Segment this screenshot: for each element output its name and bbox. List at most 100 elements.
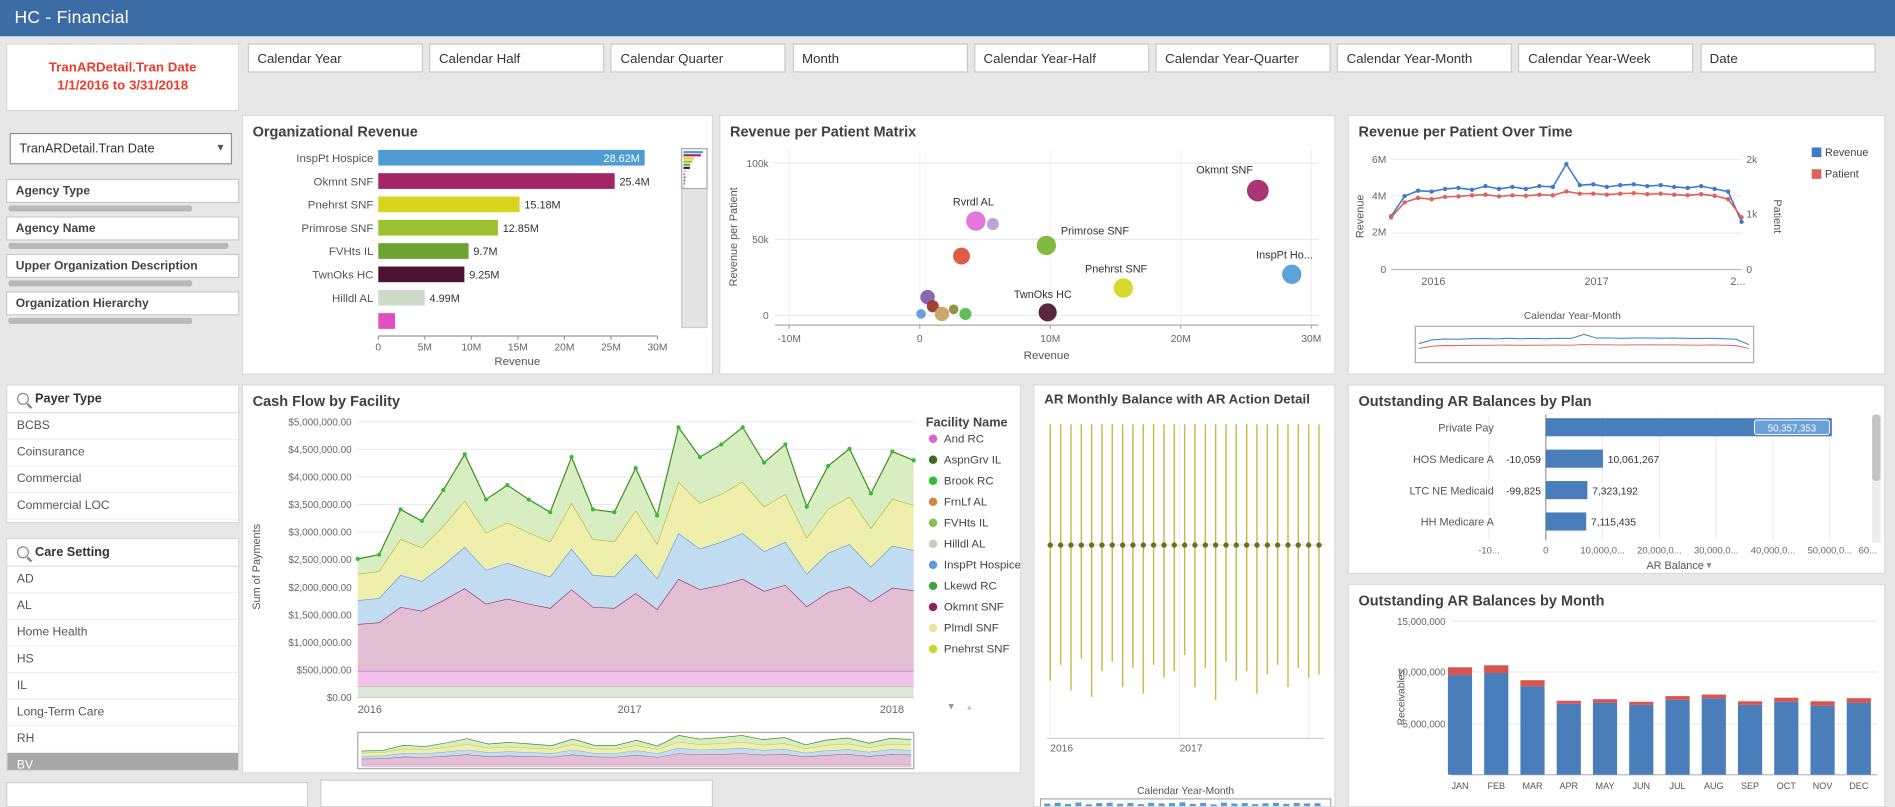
legend-swatch-aspngrv-il[interactable]	[928, 455, 938, 464]
patient-point[interactable]	[1388, 215, 1394, 220]
balance-dot[interactable]	[1182, 542, 1188, 548]
patient-point[interactable]	[1415, 195, 1421, 201]
balance-dot[interactable]	[1233, 542, 1239, 548]
revenue-point[interactable]	[1402, 193, 1407, 199]
bar-top-sep[interactable]	[1737, 701, 1763, 705]
sidebar-filter-upper-organization-description[interactable]: Upper Organization Description	[6, 253, 240, 287]
patient-point[interactable]	[1725, 197, 1731, 202]
legend-swatch-revenue[interactable]	[1811, 147, 1822, 158]
bar-jul[interactable]	[1665, 699, 1690, 775]
scatter-point-item[interactable]	[916, 309, 926, 319]
balance-dot[interactable]	[1099, 542, 1105, 548]
balance-dot[interactable]	[1254, 542, 1260, 548]
list-item-ad[interactable]: AD	[7, 567, 239, 594]
bar-may[interactable]	[1592, 702, 1618, 775]
patient-point[interactable]	[1591, 191, 1596, 196]
bar-pnehrst-snf[interactable]	[378, 196, 520, 213]
patient-point[interactable]	[1685, 193, 1690, 198]
horizontal-scrollbar[interactable]	[8, 242, 229, 249]
vertical-scrollbar-thumb[interactable]	[1872, 414, 1881, 482]
time-scrubber[interactable]	[1040, 798, 1332, 807]
balance-dot[interactable]	[1047, 542, 1053, 548]
patient-point[interactable]	[1469, 193, 1475, 198]
bar-hos-medicare-a[interactable]	[1545, 449, 1603, 468]
patient-point[interactable]	[1402, 200, 1407, 205]
bar-top-jul[interactable]	[1665, 696, 1690, 700]
bar-fvhts-il[interactable]	[378, 243, 469, 259]
filter-field-date[interactable]: Date	[1700, 43, 1876, 73]
revenue-point[interactable]	[1698, 183, 1704, 189]
filter-field-calendar-quarter[interactable]: Calendar Quarter	[610, 43, 787, 73]
revenue-point[interactable]	[1658, 182, 1663, 188]
area-hilldl-al[interactable]	[357, 686, 914, 698]
balance-dot[interactable]	[1120, 542, 1126, 548]
area-and-rc[interactable]	[361, 764, 912, 767]
date-field-dropdown[interactable]: TranARDetail.Tran Date ▾	[9, 132, 233, 165]
patient-point[interactable]	[1645, 192, 1650, 197]
bar-jan[interactable]	[1447, 675, 1473, 775]
bar-oct[interactable]	[1774, 701, 1799, 775]
revenue-point[interactable]	[1672, 184, 1677, 190]
horizontal-scrollbar[interactable]	[8, 280, 193, 287]
area-pnehrst-snf[interactable]	[357, 481, 914, 601]
bar-twnoks-hc[interactable]	[378, 266, 465, 283]
bar-top-oct[interactable]	[1774, 697, 1799, 702]
bar-primrose-snf[interactable]	[378, 219, 498, 236]
bar-top-dec[interactable]	[1846, 698, 1871, 703]
bar-jun[interactable]	[1629, 704, 1654, 775]
patient-point[interactable]	[1523, 193, 1529, 198]
balance-dot[interactable]	[1109, 542, 1115, 548]
balance-dot[interactable]	[1212, 542, 1219, 548]
horizontal-scrollbar[interactable]	[8, 317, 193, 324]
patient-point[interactable]	[1712, 193, 1717, 198]
list-item-rh[interactable]: RH	[7, 726, 239, 753]
patient-point[interactable]	[1496, 194, 1502, 199]
list-item-commercial-loc[interactable]: Commercial LOC	[7, 493, 239, 520]
list-item-commercial[interactable]: Commercial	[7, 467, 239, 494]
balance-dot[interactable]	[1088, 542, 1095, 548]
balance-dot[interactable]	[1274, 542, 1281, 548]
scatter-point-insppt-ho[interactable]	[1282, 264, 1302, 284]
balance-dot[interactable]	[1285, 542, 1291, 548]
patient-point[interactable]	[1698, 192, 1704, 197]
area-insppt-hospice[interactable]	[357, 533, 914, 625]
date-filter-summary[interactable]: TranARDetail.Tran Date 1/1/2016 to 3/31/…	[6, 43, 240, 112]
legend-swatch-insppt-hospice[interactable]	[928, 560, 938, 570]
bottom-filter-panel-2[interactable]	[320, 779, 714, 807]
revenue-point[interactable]	[1415, 188, 1421, 193]
revenue-point[interactable]	[1469, 187, 1475, 192]
patient-point[interactable]	[1483, 192, 1488, 197]
legend-swatch-plmdl-snf[interactable]	[928, 623, 938, 633]
patient-point[interactable]	[1429, 197, 1434, 202]
list-item-long-term-care[interactable]: Long-Term Care	[7, 700, 239, 727]
balance-dot[interactable]	[1316, 542, 1322, 548]
patient-point[interactable]	[1537, 192, 1542, 197]
balance-dot[interactable]	[1140, 542, 1146, 548]
bar-sep[interactable]	[1737, 704, 1763, 775]
scatter-point-twnoks-hc[interactable]	[1038, 303, 1057, 322]
bar-top-nov[interactable]	[1810, 701, 1835, 706]
scatter-point-item[interactable]	[934, 306, 950, 322]
bar-dec[interactable]	[1846, 702, 1871, 775]
revenue-point[interactable]	[1618, 182, 1623, 188]
bar-ltc-ne-medicaid[interactable]	[1545, 481, 1588, 500]
bar-hh-medicare-a[interactable]	[1545, 512, 1587, 531]
filter-field-calendar-year-month[interactable]: Calendar Year-Month	[1336, 43, 1513, 73]
bar-bar-7[interactable]	[378, 313, 396, 329]
area-okmnt-snf[interactable]	[357, 578, 914, 671]
scatter-point-item[interactable]	[953, 247, 970, 265]
area-and-rc[interactable]	[357, 670, 914, 687]
area-insppt-hospice[interactable]	[361, 748, 912, 759]
filter-field-calendar-half[interactable]: Calendar Half	[429, 43, 605, 73]
search-icon[interactable]	[16, 392, 30, 405]
revenue-point[interactable]	[1550, 184, 1556, 190]
listbox-header-care-setting[interactable]: Care Setting	[7, 539, 239, 567]
scatter-point-okmnt-snf[interactable]	[1246, 179, 1269, 202]
horizontal-scrollbar[interactable]	[8, 205, 193, 212]
bar-apr[interactable]	[1556, 703, 1581, 775]
bar-mar[interactable]	[1520, 686, 1545, 775]
filter-field-calendar-year-half[interactable]: Calendar Year-Half	[973, 43, 1150, 73]
revenue-point[interactable]	[1523, 186, 1529, 192]
bar-top-jan[interactable]	[1447, 667, 1473, 676]
list-item-coinsurance[interactable]: Coinsurance	[7, 440, 239, 467]
